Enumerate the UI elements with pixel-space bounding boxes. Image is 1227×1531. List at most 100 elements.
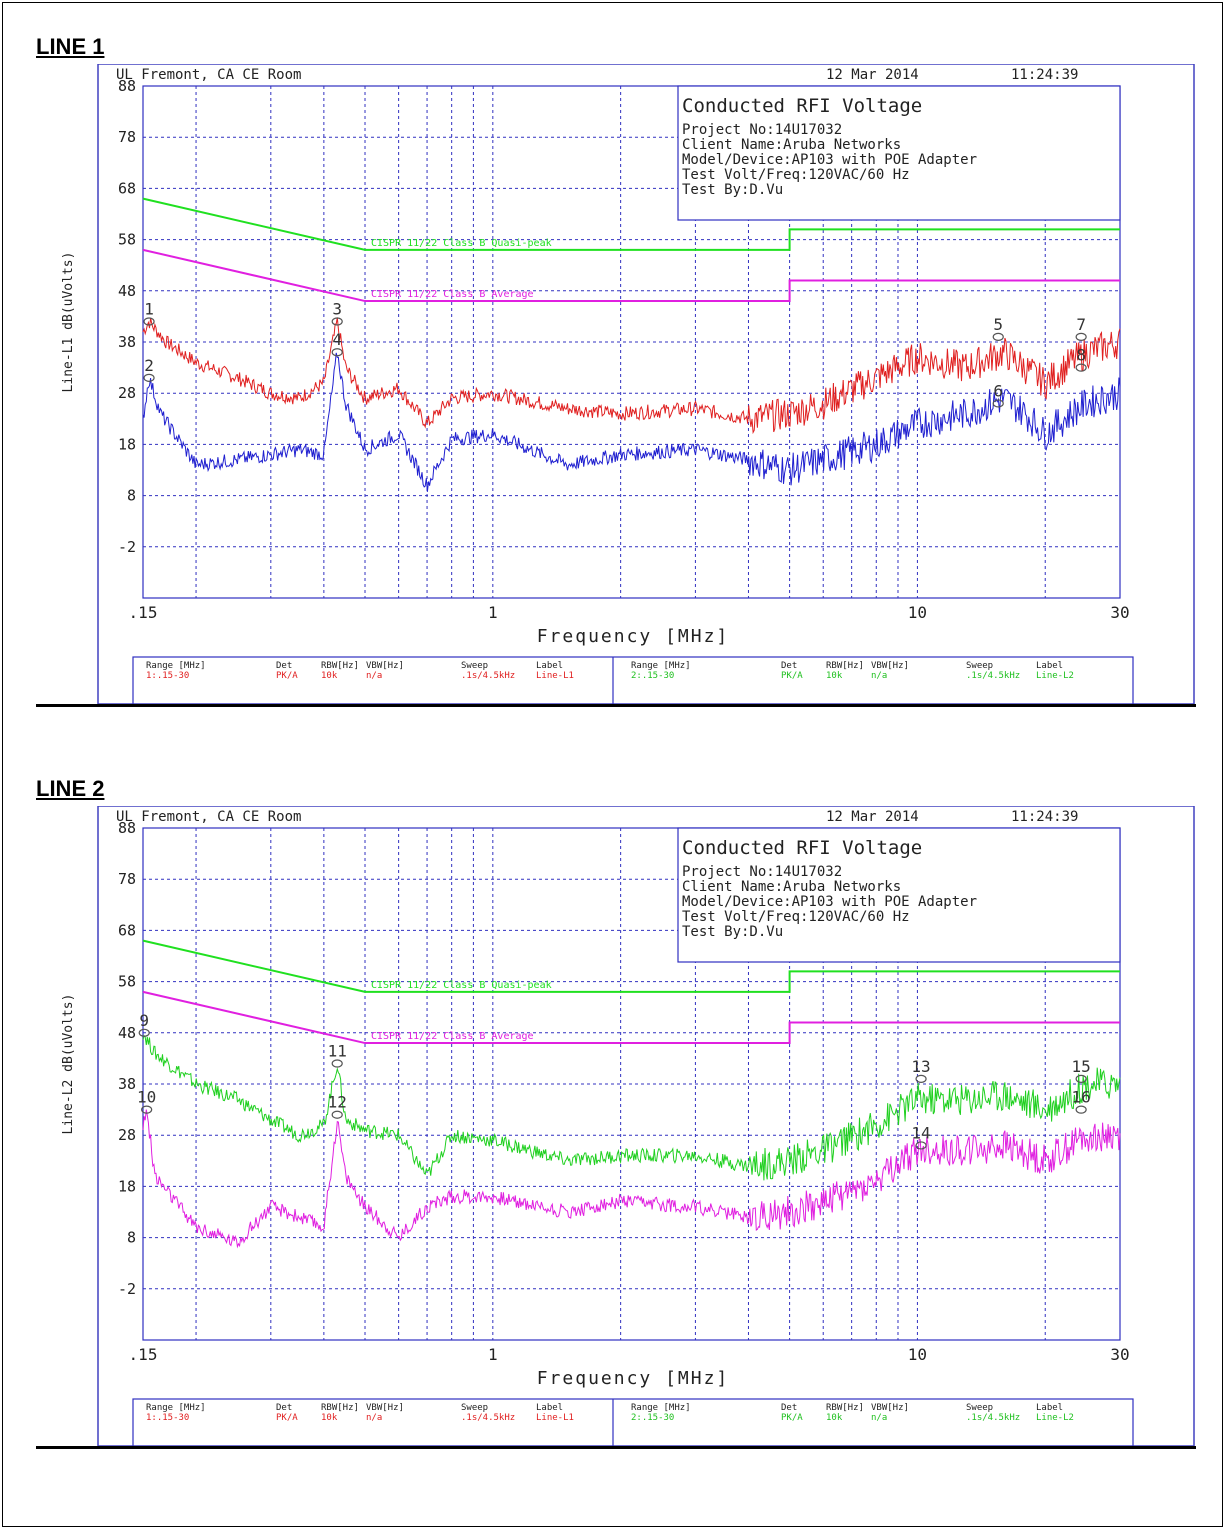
legend-header: Label	[1036, 1403, 1063, 1413]
legend-value: Line-L2	[1036, 1413, 1074, 1423]
legend-value: 2:.15-30	[631, 1413, 674, 1423]
y-tick-label: 68	[118, 179, 136, 197]
info-title: Conducted RFI Voltage	[682, 95, 922, 117]
legend-value: 10k	[826, 671, 843, 681]
legend-value: Line-L1	[536, 1413, 574, 1423]
x-tick-label: 1	[488, 1345, 498, 1364]
marker-point	[1075, 363, 1087, 372]
legend-header: Label	[536, 1403, 563, 1413]
section-title: LINE 1	[36, 34, 105, 59]
marker-label: 8	[1076, 346, 1086, 365]
y-tick-label: 38	[118, 1075, 136, 1093]
marker-label: 12	[328, 1093, 347, 1112]
marker: 8	[1075, 346, 1087, 372]
y-tick-label: 8	[127, 487, 136, 505]
x-tick-label: 10	[908, 603, 927, 622]
legend-header: RBW[Hz]	[321, 661, 359, 671]
series-line-1	[142, 317, 1121, 435]
marker: 13	[911, 1057, 931, 1083]
legend-value: 2:.15-30	[631, 671, 674, 681]
y-tick-label: 38	[118, 333, 136, 351]
legend-header: Sweep	[966, 1403, 993, 1413]
y-tick-label: 18	[118, 1177, 136, 1195]
legend-header: Det	[276, 661, 292, 671]
lab-name: UL Fremont, CA CE Room	[116, 809, 301, 825]
legend-header: RBW[Hz]	[321, 1403, 359, 1413]
marker-point	[992, 332, 1004, 341]
legend-value: PK/A	[276, 1413, 298, 1423]
quasi-peak-limit-line	[142, 197, 1120, 251]
legend-header: RBW[Hz]	[826, 661, 864, 671]
average-limit-line	[142, 248, 1120, 303]
series-line-2	[142, 352, 1121, 492]
legend-header: Sweep	[966, 661, 993, 671]
marker-point	[331, 317, 343, 326]
x-tick-label: 1	[488, 603, 498, 622]
info-line: Client Name:Aruba Networks	[682, 879, 901, 895]
legend-header: Range [MHz]	[146, 1403, 206, 1413]
marker: 14	[911, 1123, 931, 1150]
marker-point	[915, 1074, 927, 1083]
marker-point	[143, 373, 155, 382]
y-tick-label: -2	[118, 1280, 136, 1298]
legend-value: .1s/4.5kHz	[966, 1413, 1020, 1423]
test-date: 12 Mar 2014	[826, 809, 919, 825]
legend-value: n/a	[366, 671, 382, 681]
y-tick-label: 58	[118, 973, 136, 991]
legend-value: n/a	[871, 671, 887, 681]
info-box-border	[677, 827, 1121, 963]
legend-value: .1s/4.5kHz	[966, 671, 1020, 681]
info-line: Test By:D.Vu	[682, 924, 783, 940]
marker: 1	[143, 300, 155, 326]
marker-label: 13	[911, 1057, 930, 1076]
marker-label: 2	[144, 356, 154, 375]
marker: 16	[1072, 1088, 1091, 1114]
info-line: Model/Device:AP103 with POE Adapter	[682, 894, 977, 910]
marker-label: 11	[328, 1042, 347, 1061]
marker-label: 15	[1072, 1057, 1091, 1076]
marker: 11	[328, 1042, 347, 1068]
x-tick-label: .15	[129, 1345, 158, 1364]
legend-header: Label	[1036, 661, 1063, 671]
x-tick-label: 30	[1110, 603, 1129, 622]
legend-value: .1s/4.5kHz	[461, 671, 515, 681]
x-axis-label: Frequency [MHz]	[537, 626, 730, 647]
y-tick-label: 68	[118, 921, 136, 939]
marker-label: 1	[144, 300, 154, 319]
legend-header: Det	[781, 1403, 797, 1413]
legend-border	[132, 1398, 1134, 1446]
y-tick-label: 8	[127, 1229, 136, 1247]
limit-label: CISPR 11/22 Class B Quasi-peak	[371, 238, 552, 249]
section-divider	[36, 704, 1196, 707]
y-tick-label: -2	[118, 538, 136, 556]
y-tick-label: 48	[118, 1024, 136, 1042]
marker-point	[992, 399, 1004, 408]
lab-name: UL Fremont, CA CE Room	[116, 67, 301, 83]
marker-label: 9	[139, 1011, 149, 1030]
legend-header: Range [MHz]	[146, 661, 206, 671]
marker-point	[138, 1028, 150, 1037]
legend-value: 10k	[321, 671, 338, 681]
marker-label: 10	[137, 1088, 156, 1107]
legend-value: 10k	[826, 1413, 843, 1423]
marker: 3	[331, 300, 343, 326]
marker: 9	[138, 1011, 150, 1037]
marker-point	[141, 1105, 153, 1114]
marker-label: 6	[993, 381, 1003, 400]
marker-label: 7	[1076, 315, 1086, 334]
series-line-1	[142, 1034, 1121, 1181]
legend-value: 1:.15-30	[146, 1413, 189, 1423]
marker-point	[331, 348, 343, 357]
info-title: Conducted RFI Voltage	[682, 837, 922, 859]
y-tick-label: 48	[118, 282, 136, 300]
marker-point	[1075, 1105, 1087, 1114]
info-line: Project No:14U17032	[682, 864, 842, 880]
marker-point	[143, 317, 155, 326]
marker: 7	[1075, 315, 1087, 341]
y-tick-label: 78	[118, 870, 136, 888]
info-line: Project No:14U17032	[682, 122, 842, 138]
y-tick-label: 28	[118, 384, 136, 402]
marker: 15	[1072, 1057, 1091, 1083]
y-tick-label: 88	[118, 77, 136, 95]
